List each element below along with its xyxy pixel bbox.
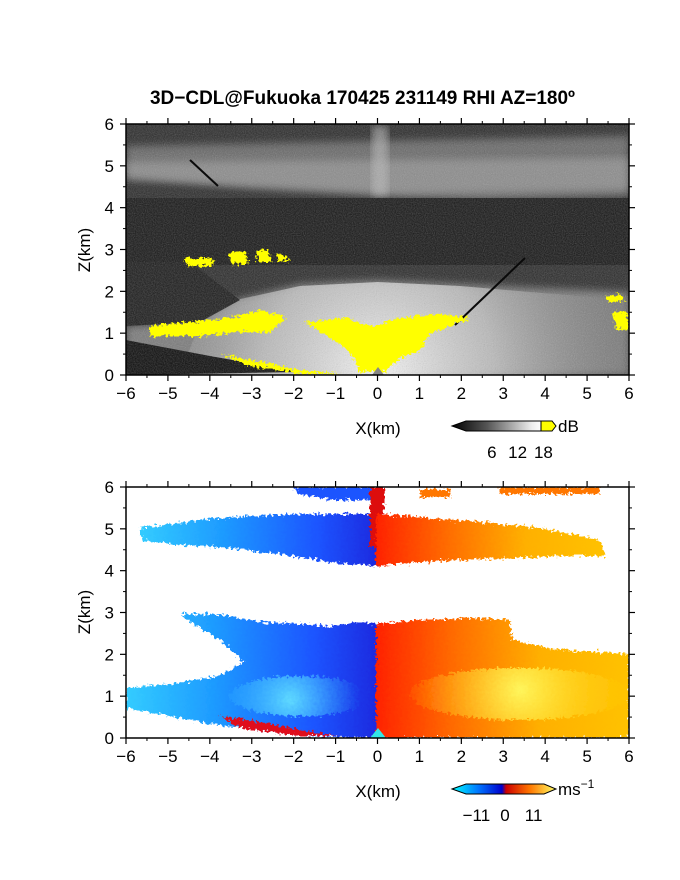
reflectivity-colorbar-tick-label: 12 <box>508 443 527 462</box>
velocity-ytick-label: 5 <box>105 520 114 539</box>
velocity-colorbar: −11 0 11 ms−1 <box>450 777 595 825</box>
velocity-xtick-label: −4 <box>200 747 219 766</box>
velocity-colorbar-ticks: −11 0 11 <box>463 806 543 825</box>
velocity-feature-upper-negative <box>140 514 376 566</box>
reflectivity-ytick-label: 3 <box>105 241 114 260</box>
reflectivity-colorbar-unit: dB <box>558 417 579 436</box>
reflectivity-xtick-label: −1 <box>326 384 345 403</box>
velocity-ytick-label: 4 <box>105 562 114 581</box>
reflectivity-colorbar: 6 12 18 dB <box>450 417 579 462</box>
velocity-feature-upper-positive <box>376 514 606 566</box>
reflectivity-xtick-label: 0 <box>373 384 382 403</box>
reflectivity-xtick-label: −6 <box>116 384 135 403</box>
velocity-xtick-label: 2 <box>457 747 466 766</box>
velocity-colorbar-unit: ms−1 <box>558 777 595 799</box>
reflectivity-ytick-label: 6 <box>105 115 114 134</box>
velocity-ytick-label: 3 <box>105 604 114 623</box>
reflectivity-xtick-label: −2 <box>284 384 303 403</box>
reflectivity-xtick-label: −4 <box>200 384 219 403</box>
velocity-colorbar-tick-label: −11 <box>463 806 491 825</box>
velocity-ytick-label: 0 <box>105 729 114 748</box>
reflectivity-image <box>126 124 629 375</box>
velocity-ytick-label: 2 <box>105 645 114 664</box>
velocity-ylabel: Z(km) <box>75 590 94 634</box>
reflectivity-xtick-label: 2 <box>457 384 466 403</box>
reflectivity-ytick-label: 0 <box>105 366 114 385</box>
reflectivity-ytick-label: 4 <box>105 199 114 218</box>
reflectivity-ytick-label: 1 <box>105 324 114 343</box>
velocity-xtick-label: 0 <box>373 747 382 766</box>
velocity-xtick-label: −2 <box>284 747 303 766</box>
velocity-xtick-label: −5 <box>158 747 177 766</box>
reflectivity-xtick-label: 5 <box>582 384 591 403</box>
velocity-xtick-label: −6 <box>116 747 135 766</box>
velocity-xtick-label: −3 <box>242 747 261 766</box>
reflectivity-colorbar-tick-label: 6 <box>487 443 496 462</box>
reflectivity-axes: −6 −5 −4 −3 −2 −1 0 1 2 3 4 5 6 0 1 2 3 4 5 6 <box>105 115 635 403</box>
reflectivity-xlabel: X(km) <box>355 419 400 438</box>
velocity-colorbar-tick-label: 0 <box>500 806 509 825</box>
reflectivity-colorbar-tick-label: 18 <box>534 443 553 462</box>
reflectivity-ytick-label: 2 <box>105 282 114 301</box>
velocity-xtick-label: 3 <box>499 747 508 766</box>
velocity-image <box>126 487 629 738</box>
velocity-axes: −6 −5 −4 −3 −2 −1 0 1 2 3 4 5 6 0 1 2 3 4 5 6 <box>105 478 635 766</box>
velocity-xlabel: X(km) <box>355 782 400 801</box>
velocity-xtick-label: 1 <box>415 747 424 766</box>
reflectivity-xtick-label: −3 <box>242 384 261 403</box>
reflectivity-xtick-label: 6 <box>624 384 633 403</box>
velocity-colorbar-tick-label: 11 <box>525 806 543 825</box>
velocity-colorbar-unit-base: ms <box>558 780 581 799</box>
velocity-xtick-label: 4 <box>540 747 549 766</box>
velocity-xtick-label: 6 <box>624 747 633 766</box>
velocity-xtick-label: 5 <box>582 747 591 766</box>
page-title: 3D−CDL@Fukuoka 170425 231149 RHI AZ=180º <box>149 88 576 109</box>
velocity-panel: −6 −5 −4 −3 −2 −1 0 1 2 3 4 5 6 0 1 2 3 4 5 6 X(km) Z(km) −… <box>75 478 635 825</box>
reflectivity-xtick-label: 1 <box>415 384 424 403</box>
reflectivity-ytick-label: 5 <box>105 157 114 176</box>
reflectivity-colorbar-ticks: 6 12 18 <box>487 443 553 462</box>
reflectivity-xtick-label: 4 <box>540 384 549 403</box>
reflectivity-xtick-label: 3 <box>499 384 508 403</box>
velocity-xtick-label: −1 <box>326 747 345 766</box>
reflectivity-ylabel: Z(km) <box>75 228 94 272</box>
velocity-ytick-label: 6 <box>105 478 114 497</box>
velocity-ytick-label: 1 <box>105 687 114 706</box>
reflectivity-xtick-label: −5 <box>158 384 177 403</box>
velocity-colorbar-unit-exponent: −1 <box>581 777 595 791</box>
